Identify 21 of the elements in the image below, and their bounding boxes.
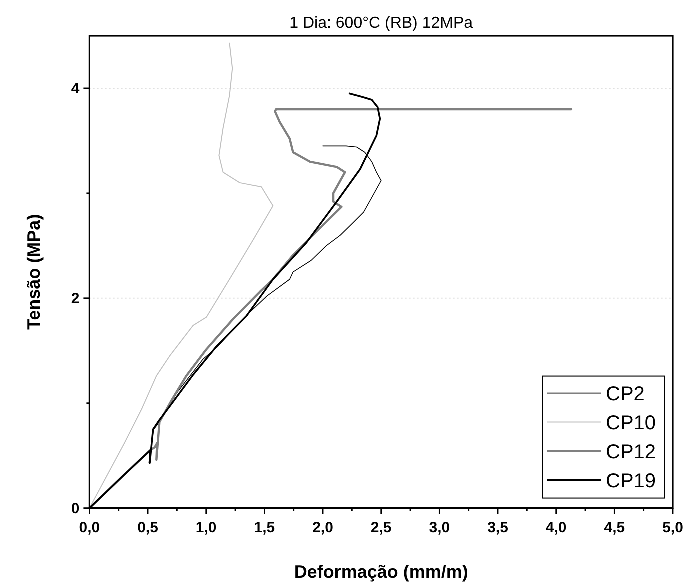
x-tick-label: 3,0	[429, 519, 450, 536]
x-tick-label: 0,0	[79, 519, 100, 536]
y-axis-title: Tensão (MPa)	[24, 214, 44, 330]
y-tick-label: 0	[71, 500, 80, 518]
x-tick-label: 1,5	[254, 519, 276, 536]
x-tick-label: 5,0	[662, 519, 684, 536]
x-tick-label: 4,0	[546, 519, 567, 536]
x-tick-label: 4,5	[604, 519, 626, 536]
x-tick-label: 2,0	[312, 519, 334, 536]
chart-title: 1 Dia: 600°C (RB) 12MPa	[290, 15, 474, 32]
x-tick-label: 1,0	[196, 519, 217, 536]
legend-label: CP2	[606, 383, 645, 406]
legend-label: CP10	[606, 412, 656, 434]
legend-label: CP12	[606, 441, 656, 464]
x-axis-title: Deformação (mm/m)	[294, 562, 468, 582]
y-tick-label: 2	[71, 290, 80, 308]
x-tick-label: 2,5	[370, 519, 392, 536]
x-tick-label: 3,5	[488, 519, 508, 536]
legend-label: CP19	[606, 470, 656, 492]
y-tick-label: 4	[71, 80, 80, 98]
x-tick-label: 0,5	[138, 519, 158, 536]
